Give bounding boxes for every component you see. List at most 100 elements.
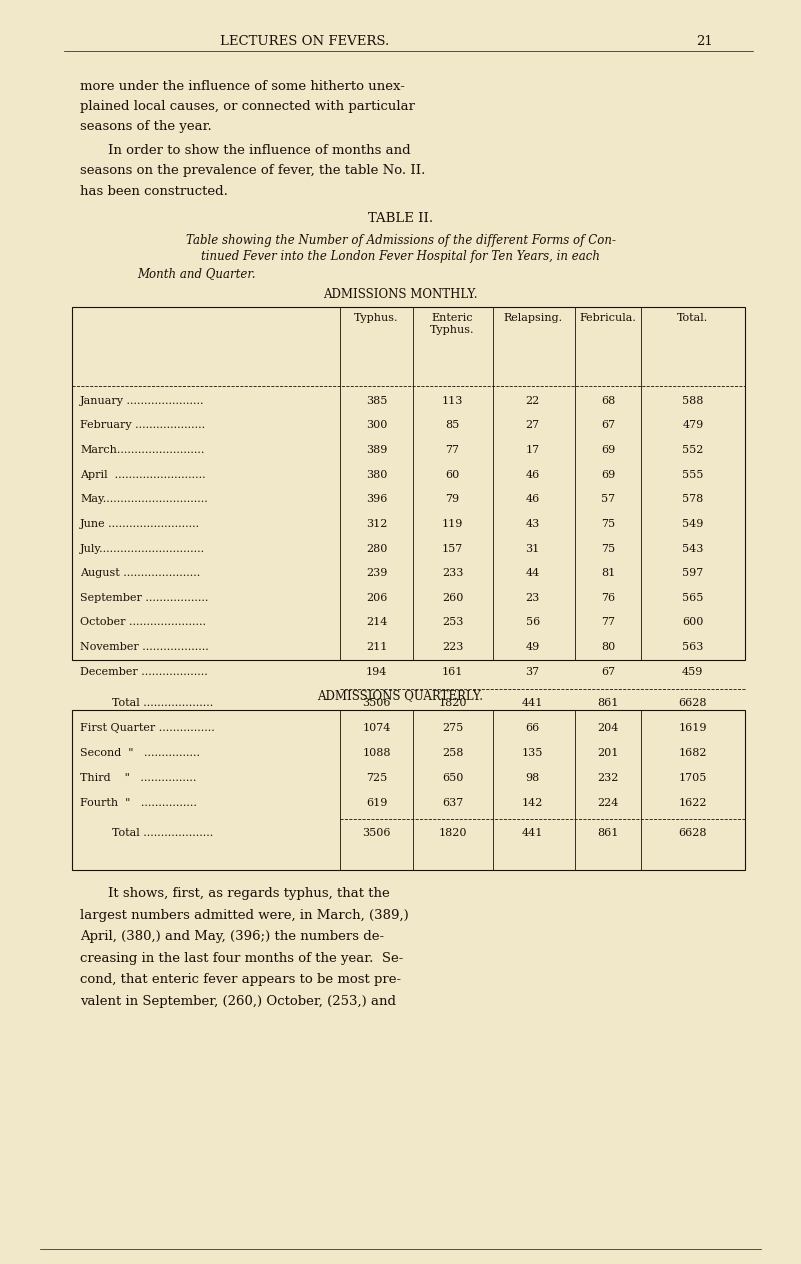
Text: Total ....................: Total .................... (112, 828, 213, 838)
Text: July..............................: July.............................. (80, 544, 205, 554)
Bar (72, 710, 745, 870)
Text: 389: 389 (366, 445, 387, 455)
Text: ADMISSIONS MONTHLY.: ADMISSIONS MONTHLY. (324, 288, 477, 301)
Text: 142: 142 (522, 798, 543, 808)
Text: 67: 67 (601, 420, 615, 430)
Text: Total.: Total. (677, 313, 709, 324)
Text: 214: 214 (366, 617, 387, 627)
Text: March.........................: March......................... (80, 445, 204, 455)
Text: 211: 211 (366, 642, 387, 652)
Text: Table showing the Number of Admissions of the different Forms of Con-: Table showing the Number of Admissions o… (186, 234, 615, 246)
Text: tinued Fever into the London Fever Hospital for Ten Years, in each: tinued Fever into the London Fever Hospi… (201, 250, 600, 263)
Text: 260: 260 (442, 593, 463, 603)
Text: December ...................: December ................... (80, 667, 207, 676)
Text: 161: 161 (442, 667, 463, 676)
Text: 75: 75 (601, 544, 615, 554)
Text: 275: 275 (442, 723, 463, 733)
Text: 1074: 1074 (362, 723, 391, 733)
Text: 1622: 1622 (678, 798, 707, 808)
Text: 23: 23 (525, 593, 540, 603)
Text: Febricula.: Febricula. (579, 313, 637, 324)
Text: 204: 204 (598, 723, 618, 733)
Text: 194: 194 (366, 667, 387, 676)
Text: 578: 578 (682, 494, 703, 504)
Text: 441: 441 (522, 698, 543, 708)
Text: 22: 22 (525, 396, 540, 406)
Text: 239: 239 (366, 569, 387, 578)
Text: 380: 380 (366, 469, 387, 479)
Text: creasing in the last four months of the year.  Se-: creasing in the last four months of the … (80, 952, 404, 964)
Text: 861: 861 (598, 698, 618, 708)
Text: November ...................: November ................... (80, 642, 209, 652)
Text: 67: 67 (601, 667, 615, 676)
Text: 650: 650 (442, 774, 463, 784)
Text: 21: 21 (697, 35, 713, 48)
Text: September ..................: September .................. (80, 593, 208, 603)
Text: 46: 46 (525, 469, 540, 479)
Text: 79: 79 (445, 494, 460, 504)
Text: 479: 479 (682, 420, 703, 430)
Text: Fourth  "   ................: Fourth " ................ (80, 798, 197, 808)
Text: 1705: 1705 (678, 774, 707, 784)
Text: 119: 119 (442, 518, 463, 528)
Text: 549: 549 (682, 518, 703, 528)
Bar (72, 307, 745, 660)
Text: 85: 85 (445, 420, 460, 430)
Text: 44: 44 (525, 569, 540, 578)
Text: Month and Quarter.: Month and Quarter. (137, 267, 256, 279)
Text: 68: 68 (601, 396, 615, 406)
Text: seasons of the year.: seasons of the year. (80, 120, 211, 133)
Text: Third    "   ................: Third " ................ (80, 774, 196, 784)
Text: 312: 312 (366, 518, 387, 528)
Text: 46: 46 (525, 494, 540, 504)
Text: 552: 552 (682, 445, 703, 455)
Text: more under the influence of some hitherto unex-: more under the influence of some hithert… (80, 80, 405, 92)
Text: April, (380,) and May, (396;) the numbers de-: April, (380,) and May, (396;) the number… (80, 930, 384, 943)
Text: In order to show the influence of months and: In order to show the influence of months… (108, 144, 411, 157)
Text: 66: 66 (525, 723, 540, 733)
Text: It shows, first, as regards typhus, that the: It shows, first, as regards typhus, that… (108, 887, 390, 900)
Text: 206: 206 (366, 593, 387, 603)
Text: 597: 597 (682, 569, 703, 578)
Text: Total ....................: Total .................... (112, 698, 213, 708)
Text: 223: 223 (442, 642, 463, 652)
Text: 280: 280 (366, 544, 387, 554)
Text: 77: 77 (601, 617, 615, 627)
Text: 253: 253 (442, 617, 463, 627)
Text: 157: 157 (442, 544, 463, 554)
Text: 385: 385 (366, 396, 387, 406)
Text: 69: 69 (601, 469, 615, 479)
Text: seasons on the prevalence of fever, the table No. II.: seasons on the prevalence of fever, the … (80, 164, 425, 177)
Text: 224: 224 (598, 798, 618, 808)
Text: 57: 57 (601, 494, 615, 504)
Text: 459: 459 (682, 667, 703, 676)
Text: 80: 80 (601, 642, 615, 652)
Text: 588: 588 (682, 396, 703, 406)
Text: 441: 441 (522, 828, 543, 838)
Text: Relapsing.: Relapsing. (503, 313, 562, 324)
Text: 27: 27 (525, 420, 540, 430)
Text: 300: 300 (366, 420, 387, 430)
Text: cond, that enteric fever appears to be most pre-: cond, that enteric fever appears to be m… (80, 973, 401, 986)
Text: 725: 725 (366, 774, 387, 784)
Text: 135: 135 (522, 748, 543, 758)
Text: 3506: 3506 (362, 828, 391, 838)
Text: plained local causes, or connected with particular: plained local causes, or connected with … (80, 100, 415, 112)
Text: valent in September, (260,) October, (253,) and: valent in September, (260,) October, (25… (80, 995, 396, 1007)
Text: 31: 31 (525, 544, 540, 554)
Text: TABLE II.: TABLE II. (368, 212, 433, 225)
Text: 1088: 1088 (362, 748, 391, 758)
Text: 637: 637 (442, 798, 463, 808)
Text: April  ..........................: April .......................... (80, 469, 206, 479)
Text: First Quarter ................: First Quarter ................ (80, 723, 215, 733)
Text: 76: 76 (601, 593, 615, 603)
Text: 43: 43 (525, 518, 540, 528)
Text: 1619: 1619 (678, 723, 707, 733)
Text: 258: 258 (442, 748, 463, 758)
Text: 563: 563 (682, 642, 703, 652)
Text: 69: 69 (601, 445, 615, 455)
Text: Typhus.: Typhus. (354, 313, 399, 324)
Text: 543: 543 (682, 544, 703, 554)
Text: February ....................: February .................... (80, 420, 205, 430)
Text: 232: 232 (598, 774, 618, 784)
